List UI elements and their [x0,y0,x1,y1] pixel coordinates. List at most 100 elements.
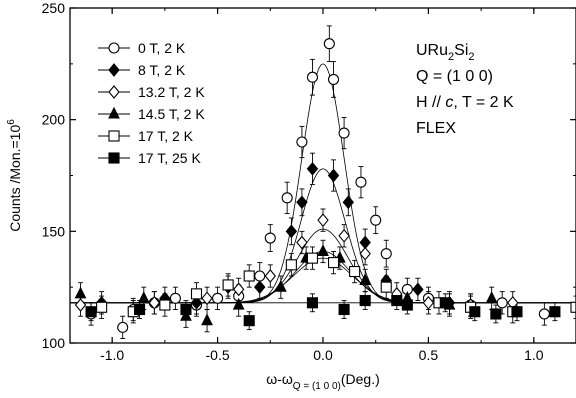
data-point-series-6 [549,306,561,318]
data-point-series-4 [274,279,287,292]
data-point-series-3 [201,291,213,306]
data-point-series-5 [190,288,203,300]
data-point-series-1 [355,176,367,188]
legend-marker [108,42,120,54]
data-point-series-2 [254,280,266,295]
data-point-series-1 [117,321,129,333]
data-point-series-3 [296,235,308,250]
data-point-series-6 [401,299,413,311]
legend-marker [108,63,120,77]
data-point-series-4 [137,291,150,303]
data-point-series-6 [469,306,481,318]
annotation-line: FLEX [416,120,456,137]
data-point-series-3 [148,295,161,310]
legend-marker [108,106,120,119]
data-point-series-6 [439,297,451,309]
y-tick-label: 100 [42,335,66,351]
data-point-series-5 [243,270,255,282]
x-axis-label: ω-ωQ = (1 0 0)(Deg.) [266,371,380,392]
data-point-series-4 [74,286,87,299]
data-point-series-6 [134,303,146,316]
data-point-series-2 [285,224,298,239]
data-point-series-1 [264,232,276,244]
data-point-series-5 [159,299,171,311]
data-point-series-4 [232,297,245,310]
y-tick-label: 150 [42,223,66,239]
x-tick-label: 0.5 [419,347,439,363]
data-point-series-5 [306,252,319,264]
data-point-series-6 [243,315,255,327]
data-point-series-6 [180,303,192,316]
data-point-series-6 [391,295,403,307]
data-point-series-3 [264,269,277,283]
data-point-series-2 [327,168,340,183]
data-point-series-4 [359,273,372,286]
data-point-series-2 [296,195,308,210]
data-point-series-5 [285,259,297,271]
data-points [74,38,576,333]
data-point-series-1 [306,71,319,83]
legend-label: 17 T, 2 K [138,128,194,144]
y-axis-label: Counts /Mon.=106 [6,119,23,232]
data-point-series-6 [511,306,523,318]
legend-marker [108,85,120,99]
data-point-series-1 [169,292,181,304]
data-point-series-3 [232,282,245,297]
y-tick-label: 250 [42,0,66,16]
legend-marker [108,130,120,142]
data-point-series-1 [538,308,550,320]
data-point-series-3 [359,246,371,261]
legend-label: 17 T, 25 K [138,150,201,166]
data-point-series-1 [380,248,392,260]
data-point-series-5 [570,301,576,313]
legend-marker [108,152,120,164]
data-point-series-1 [296,136,308,148]
data-point-series-6 [338,303,350,316]
data-point-series-1 [254,270,266,282]
data-point-series-2 [412,282,424,297]
data-point-series-6 [85,306,97,318]
data-point-series-5 [96,301,108,313]
data-point-series-1 [323,38,335,50]
data-point-series-6 [359,295,371,307]
x-tick-label: 1.0 [524,347,544,363]
data-point-series-3 [422,295,435,310]
annotation-line: URu2Si2 [416,42,475,63]
data-point-series-1 [496,297,508,309]
data-point-series-3 [317,213,329,228]
data-point-series-1 [338,127,350,139]
x-tick-label: -1.0 [100,347,124,363]
x-tick-label: 0.0 [313,347,333,363]
data-point-series-5 [380,281,392,293]
fit-curve-2 [70,168,576,304]
data-point-series-2 [342,195,355,210]
data-point-series-5 [327,257,340,269]
annotation-line: H // c, T = 2 K [416,94,514,111]
plot-frame [69,7,576,344]
legend: 0 T, 2 K 8 T, 2 K 13.2 T, 2 K 14.5 T, 2 K 17… [98,40,205,166]
data-point-series-5 [222,279,234,291]
x-tick-label: -0.5 [206,347,230,363]
data-point-series-1 [281,192,293,204]
data-point-series-6 [490,308,502,320]
data-point-series-1 [370,214,382,226]
data-point-series-4 [180,308,192,321]
data-point-series-6 [306,297,319,309]
data-point-series-2 [359,235,371,250]
annotation-line: Q = (1 0 0) [416,68,493,85]
legend-label: 8 T, 2 K [138,62,186,78]
legend-label: 13.2 T, 2 K [138,84,205,100]
data-point-series-5 [349,265,361,278]
y-tick-label: 200 [42,112,66,128]
data-point-series-3 [338,228,350,243]
data-point-series-4 [201,313,213,326]
axes: -1.0 -0.5 0.0 0.5 1.0 100 150 200 250 ω-ωQ = (1 0… [6,0,576,392]
annotations: URu2Si2 Q = (1 0 0) H // c, T = 2 K FLEX [416,42,514,137]
data-point-series-1 [327,73,340,86]
data-point-series-2 [190,295,203,310]
data-point-series-3 [74,298,87,312]
data-point-series-2 [306,161,319,176]
legend-label: 0 T, 2 K [138,40,186,56]
data-point-series-4 [485,291,498,303]
